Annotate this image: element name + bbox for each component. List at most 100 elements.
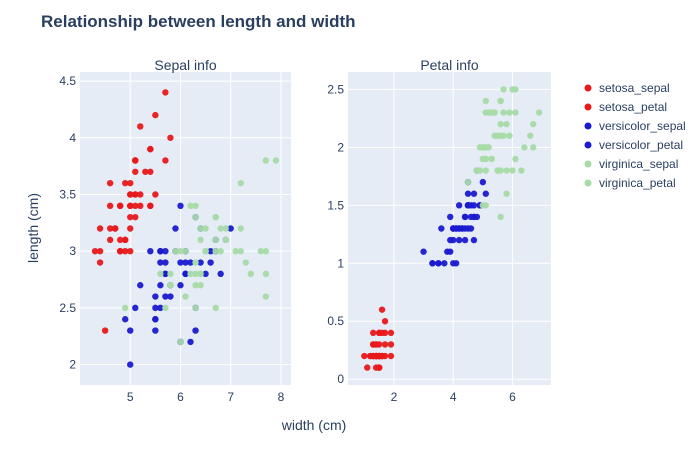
setosa_sepal-point[interactable] (162, 89, 168, 95)
setosa_petal-point[interactable] (388, 341, 394, 347)
versicolor_petal-point[interactable] (474, 214, 480, 220)
virginica_sepal-point[interactable] (197, 237, 203, 243)
setosa_sepal-point[interactable] (147, 169, 153, 175)
virginica_sepal-point[interactable] (162, 305, 168, 311)
virginica_sepal-point[interactable] (167, 271, 173, 277)
versicolor_petal-point[interactable] (447, 214, 453, 220)
versicolor_petal-point[interactable] (456, 202, 462, 208)
setosa_petal-point[interactable] (379, 306, 385, 312)
virginica_petal-point[interactable] (506, 133, 512, 139)
versicolor_sepal-point[interactable] (162, 248, 168, 254)
versicolor_sepal-point[interactable] (137, 282, 143, 288)
legend-label-versicolor_sepal[interactable]: versicolor_sepal (599, 119, 686, 133)
legend-label-setosa_petal[interactable]: setosa_petal (599, 100, 667, 114)
virginica_sepal-point[interactable] (263, 293, 269, 299)
virginica_sepal-point[interactable] (192, 214, 198, 220)
setosa_sepal-point[interactable] (117, 203, 123, 209)
virginica_sepal-point[interactable] (177, 339, 183, 345)
virginica_sepal-point[interactable] (192, 203, 198, 209)
virginica_petal-point[interactable] (500, 86, 506, 92)
virginica_petal-point[interactable] (512, 156, 518, 162)
setosa_petal-point[interactable] (382, 341, 388, 347)
setosa_sepal-point[interactable] (167, 135, 173, 141)
setosa_sepal-point[interactable] (102, 327, 108, 333)
virginica_sepal-point[interactable] (197, 282, 203, 288)
setosa_petal-point[interactable] (364, 364, 370, 370)
virginica_sepal-point[interactable] (197, 271, 203, 277)
setosa_sepal-point[interactable] (97, 259, 103, 265)
virginica_sepal-point[interactable] (238, 180, 244, 186)
virginica_petal-point[interactable] (503, 167, 509, 173)
setosa_sepal-point[interactable] (147, 146, 153, 152)
virginica_petal-point[interactable] (512, 109, 518, 115)
virginica_petal-point[interactable] (503, 121, 509, 127)
versicolor_sepal-point[interactable] (122, 316, 128, 322)
virginica_petal-point[interactable] (483, 167, 489, 173)
setosa_sepal-point[interactable] (127, 225, 133, 231)
virginica_sepal-point[interactable] (122, 305, 128, 311)
virginica_petal-point[interactable] (536, 109, 542, 115)
legend-label-virginica_petal[interactable]: virginica_petal (599, 176, 676, 190)
virginica_petal-point[interactable] (483, 156, 489, 162)
virginica_sepal-point[interactable] (212, 305, 218, 311)
setosa_sepal-point[interactable] (132, 214, 138, 220)
versicolor_petal-point[interactable] (483, 191, 489, 197)
versicolor_sepal-point[interactable] (167, 293, 173, 299)
virginica_petal-point[interactable] (497, 167, 503, 173)
virginica_sepal-point[interactable] (238, 225, 244, 231)
versicolor_petal-point[interactable] (429, 260, 435, 266)
setosa_sepal-point[interactable] (107, 180, 113, 186)
versicolor_sepal-point[interactable] (152, 293, 158, 299)
virginica_petal-point[interactable] (465, 179, 471, 185)
virginica_sepal-point[interactable] (212, 214, 218, 220)
virginica_sepal-point[interactable] (263, 248, 269, 254)
virginica_sepal-point[interactable] (212, 237, 218, 243)
virginica_petal-point[interactable] (500, 109, 506, 115)
legend-marker-versicolor_sepal[interactable] (585, 123, 592, 130)
virginica_petal-point[interactable] (489, 156, 495, 162)
virginica_sepal-point[interactable] (248, 271, 254, 277)
setosa_sepal-point[interactable] (122, 237, 128, 243)
setosa_sepal-point[interactable] (152, 112, 158, 118)
setosa_sepal-point[interactable] (107, 237, 113, 243)
legend-marker-virginica_petal[interactable] (585, 180, 592, 187)
virginica_sepal-point[interactable] (238, 248, 244, 254)
setosa_sepal-point[interactable] (107, 203, 113, 209)
setosa_sepal-point[interactable] (127, 248, 133, 254)
versicolor_sepal-point[interactable] (152, 316, 158, 322)
setosa_sepal-point[interactable] (97, 248, 103, 254)
virginica_petal-point[interactable] (518, 167, 524, 173)
setosa_sepal-point[interactable] (127, 180, 133, 186)
setosa_petal-point[interactable] (370, 330, 376, 336)
setosa_sepal-point[interactable] (147, 203, 153, 209)
setosa_petal-point[interactable] (376, 353, 382, 359)
versicolor_petal-point[interactable] (468, 225, 474, 231)
versicolor_sepal-point[interactable] (147, 248, 153, 254)
setosa_sepal-point[interactable] (132, 169, 138, 175)
setosa_sepal-point[interactable] (137, 191, 143, 197)
virginica_petal-point[interactable] (491, 109, 497, 115)
virginica_sepal-point[interactable] (167, 282, 173, 288)
setosa_sepal-point[interactable] (132, 157, 138, 163)
virginica_petal-point[interactable] (509, 167, 515, 173)
virginica_sepal-point[interactable] (273, 157, 279, 163)
virginica_petal-point[interactable] (500, 133, 506, 139)
versicolor_petal-point[interactable] (447, 248, 453, 254)
setosa_petal-point[interactable] (376, 364, 382, 370)
versicolor_petal-point[interactable] (471, 202, 477, 208)
virginica_sepal-point[interactable] (192, 305, 198, 311)
versicolor_sepal-point[interactable] (192, 327, 198, 333)
virginica_petal-point[interactable] (503, 191, 509, 197)
virginica_petal-point[interactable] (530, 121, 536, 127)
versicolor_sepal-point[interactable] (127, 361, 133, 367)
setosa_sepal-point[interactable] (162, 157, 168, 163)
versicolor_petal-point[interactable] (435, 260, 441, 266)
legend-label-versicolor_petal[interactable]: versicolor_petal (599, 138, 683, 152)
versicolor_sepal-point[interactable] (187, 339, 193, 345)
virginica_petal-point[interactable] (527, 133, 533, 139)
versicolor_sepal-point[interactable] (217, 271, 223, 277)
virginica_sepal-point[interactable] (217, 248, 223, 254)
versicolor_sepal-point[interactable] (132, 305, 138, 311)
versicolor_sepal-point[interactable] (152, 327, 158, 333)
versicolor_sepal-point[interactable] (172, 225, 178, 231)
